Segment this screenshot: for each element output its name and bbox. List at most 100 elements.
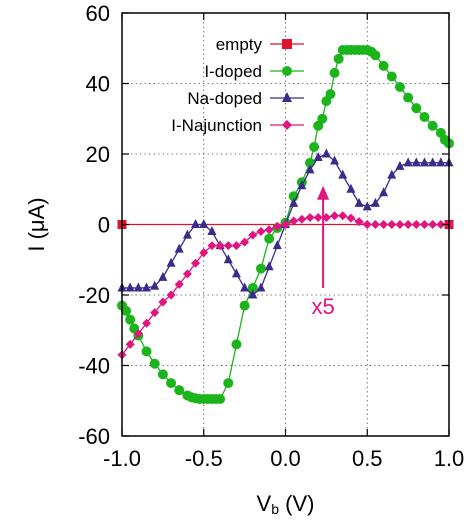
data-point <box>133 329 143 339</box>
legend-marker <box>282 39 292 49</box>
data-point <box>321 212 331 222</box>
data-point <box>411 103 422 114</box>
data-point <box>240 237 250 247</box>
x-tick-label: -0.5 <box>185 446 223 471</box>
data-point <box>191 258 201 268</box>
data-point <box>272 240 282 250</box>
data-point <box>313 152 323 162</box>
data-point <box>264 261 274 271</box>
data-point <box>157 369 168 380</box>
legend-marker <box>282 92 292 102</box>
annotation-arrow-head <box>317 185 330 200</box>
legend-label: I-doped <box>204 62 262 81</box>
data-point <box>317 113 328 124</box>
data-point <box>141 346 152 357</box>
data-point <box>281 220 290 229</box>
data-point <box>387 169 397 179</box>
data-point <box>121 305 132 316</box>
y-axis-label: I (μA) <box>24 197 49 251</box>
data-point <box>313 212 323 222</box>
data-point <box>305 164 315 174</box>
data-point <box>370 197 380 207</box>
data-point <box>231 241 241 251</box>
data-point <box>166 290 176 300</box>
data-point <box>394 82 405 93</box>
y-tick-label: 20 <box>86 142 110 167</box>
data-point <box>338 211 348 221</box>
data-point <box>182 229 192 239</box>
data-point <box>207 241 217 251</box>
legend: empty I-doped Na-doped I-Najunction <box>171 35 304 135</box>
data-point <box>215 393 226 404</box>
data-point <box>174 385 185 396</box>
data-point <box>386 71 397 82</box>
data-point <box>379 220 389 229</box>
data-point <box>395 220 405 229</box>
data-point <box>419 220 429 229</box>
data-point <box>125 314 136 325</box>
data-point <box>125 282 135 292</box>
data-point <box>223 241 233 251</box>
data-point <box>411 157 421 167</box>
axes: -1.0 -0.5 0.0 0.5 1.0 -60 -40 -20 0 20 40 60 Vb (V) I… <box>24 1 464 517</box>
data-point <box>166 378 177 389</box>
data-point <box>370 50 381 61</box>
data-point <box>264 225 274 235</box>
data-point <box>297 180 307 190</box>
data-point <box>428 220 438 229</box>
data-point <box>149 358 160 369</box>
data-point <box>182 269 192 279</box>
data-point <box>142 318 152 328</box>
data-point <box>207 226 217 236</box>
data-point <box>321 148 331 158</box>
data-point <box>346 183 356 193</box>
y-tick-label: 60 <box>86 1 110 26</box>
data-point <box>329 67 340 78</box>
data-point <box>428 157 438 167</box>
data-point <box>256 282 266 292</box>
legend-marker <box>282 66 292 76</box>
data-point <box>142 282 152 292</box>
data-point <box>248 289 258 299</box>
data-point <box>379 187 389 197</box>
data-point <box>419 157 429 167</box>
data-point <box>133 282 143 292</box>
data-point <box>436 157 446 167</box>
data-point <box>264 233 275 244</box>
y-tick-label: -20 <box>78 283 110 308</box>
data-point <box>362 220 372 229</box>
data-point <box>309 141 320 152</box>
data-point <box>403 157 413 167</box>
data-point <box>174 243 184 253</box>
legend-marker <box>282 120 292 130</box>
data-point <box>215 241 225 251</box>
data-point <box>330 211 340 221</box>
data-point <box>333 53 344 64</box>
data-point <box>370 220 380 229</box>
annotation: x5 <box>311 185 335 319</box>
data-point <box>362 201 372 211</box>
legend-label: empty <box>216 35 263 54</box>
data-point <box>231 339 242 350</box>
y-tick-label: 0 <box>98 213 110 238</box>
y-tick-label: -40 <box>78 354 110 379</box>
data-point <box>125 339 135 349</box>
annotation-label: x5 <box>311 294 334 319</box>
data-point <box>403 220 413 229</box>
data-point <box>346 213 356 223</box>
data-point <box>199 248 209 258</box>
data-point <box>395 160 405 170</box>
data-point <box>325 89 336 100</box>
data-point <box>191 219 201 228</box>
data-point <box>419 111 430 122</box>
data-point <box>297 214 307 224</box>
y-tick-label: 40 <box>86 72 110 97</box>
x-tick-label: 0.0 <box>270 446 301 471</box>
data-point <box>330 155 340 165</box>
x-axis-label: Vb (V) <box>257 491 315 517</box>
data-point <box>150 308 160 318</box>
y-tick-label: -60 <box>78 424 110 449</box>
series-i-najunction <box>117 211 454 360</box>
series-i-doped <box>117 45 454 404</box>
